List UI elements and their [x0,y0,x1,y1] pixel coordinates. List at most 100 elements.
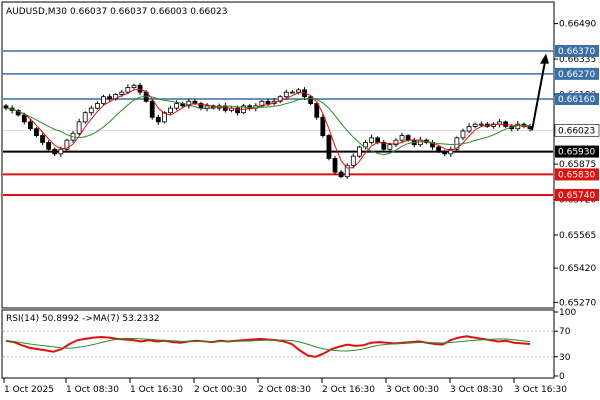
candle-body [3,105,9,109]
x-tick-label: 1 Oct 16:30 [130,385,183,395]
level-price-label: 0.66270 [558,70,595,80]
x-tick-label: 3 Oct 08:30 [450,385,503,395]
candle-body [277,96,283,102]
candle-body [119,91,125,95]
candle-body [375,137,381,143]
candle-body [82,112,88,123]
candle-body [448,148,454,155]
candle-body [369,137,374,143]
candle-body [356,146,362,157]
rsi-tick-label: 70 [559,327,571,337]
candle-body [88,107,94,114]
x-tick-label: 3 Oct 16:30 [514,385,567,395]
y-tick-label: 0.65875 [559,160,596,170]
candle-body [21,114,27,123]
level-price-label: 0.66160 [558,95,595,105]
candle-body [204,105,210,109]
candle-body [235,107,240,114]
candle-body [338,171,344,178]
y-tick-label: 0.65420 [559,264,596,274]
candle-body [296,89,301,93]
candle-body [387,144,393,150]
level-price-label: 0.66370 [558,47,595,57]
candle-body [436,146,442,152]
forecast-arrow-shaft [531,61,546,131]
candle-body [107,96,112,100]
candle-body [27,121,33,130]
level-price-tag [555,189,599,201]
candle-body [326,135,332,159]
candle-body [155,116,161,123]
candle-body [399,135,405,141]
candle-body [283,91,289,98]
x-tick-label: 2 Oct 08:30 [258,385,311,395]
rsi-tick-label: 100 [559,308,576,318]
level-price-label: 0.65930 [558,148,595,158]
candle-body [454,137,460,150]
candle-body [320,116,326,136]
level-price-tag [555,45,599,57]
rsi-plot-frame [1,309,555,379]
candle-body [58,148,64,155]
candle-body [460,130,466,139]
candle-body [332,158,338,173]
candle-body [34,128,39,136]
candle-body [64,139,70,150]
rsi-tick-label: 0 [559,372,565,382]
rsi-line [5,335,531,358]
candle-body [478,123,484,126]
rsi-tick-label: 30 [559,353,571,363]
candle-body [259,100,265,107]
candle-body [125,87,131,93]
candle-body [137,84,143,93]
candle-body [314,103,320,118]
current-price-label: 0.66023 [558,126,595,136]
candle-body [40,135,45,143]
candle-body [168,107,173,114]
level-price-tag [555,145,599,158]
main-plot-frame [1,1,555,309]
x-tick-label: 2 Oct 00:30 [194,385,247,395]
candle-body [76,121,82,134]
level-price-tag [555,67,599,80]
candle-body [344,164,350,178]
rsi-label: RSI(14) 50.8992 ->MA(7) 53.2332 [6,314,160,324]
candle-body [289,91,295,94]
level-price-tag [555,93,599,105]
rsi-ma-line [5,338,531,352]
candle-body [350,155,356,166]
candle-body [131,84,137,88]
level-price-tag [555,168,599,181]
candle-body [393,139,399,146]
y-tick-label: 0.66335 [559,55,596,65]
slow-ma-line [5,95,531,156]
candle-body [466,126,472,132]
x-tick-label: 1 Oct 08:30 [66,385,119,395]
x-tick-label: 1 Oct 2025 [4,385,54,395]
candle-body [101,96,106,104]
candle-body [15,110,21,116]
level-price-label: 0.65740 [558,191,595,201]
current-price-tag [554,124,600,137]
candle-body [186,100,192,107]
candle-body [265,100,271,104]
fast-ma-line [5,88,531,169]
candle-body [52,148,58,155]
candle-body [381,142,387,150]
y-tick-label: 0.65270 [559,298,596,308]
y-tick-label: 0.66490 [559,20,596,30]
candle-body [442,151,448,155]
chart-symbol-label: AUDUSD,M30 [6,7,67,17]
x-tick-label: 3 Oct 00:30 [386,385,439,395]
candle-body [308,96,314,104]
chart-ohlc-label: 0.66037 0.66037 0.66003 0.66023 [70,7,227,17]
level-price-label: 0.65830 [558,170,595,180]
candle-body [46,142,52,150]
x-tick-label: 2 Oct 16:30 [322,385,375,395]
candle-body [405,135,411,141]
candle-body [174,103,180,109]
candle-body [472,123,478,127]
candle-body [149,100,155,118]
